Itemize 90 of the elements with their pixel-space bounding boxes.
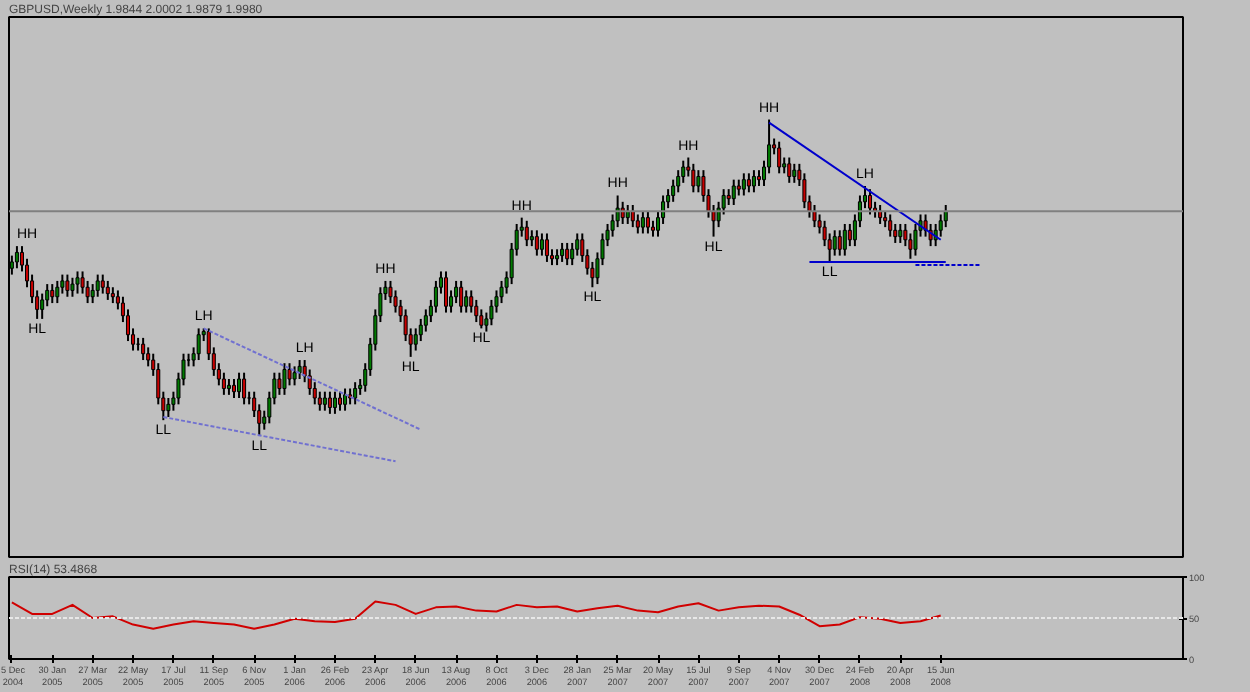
candlestick [388,279,393,305]
candlestick [459,279,464,314]
candlestick [413,327,418,352]
candlestick [287,362,292,387]
candlestick [90,283,95,305]
candlestick [40,292,45,320]
candlestick [898,222,903,244]
candlestick [539,232,544,257]
candlestick [575,232,580,257]
candlestick [777,140,782,175]
candlestick [95,273,100,298]
candlestick [691,162,696,194]
candlestick [792,162,797,184]
candlestick [105,279,110,301]
candlestick [55,279,60,305]
candlestick [645,210,650,235]
candlestick [640,210,645,235]
candlestick [837,229,842,257]
candlestick [534,229,539,257]
candlestick [237,371,242,400]
candlestick [832,229,837,257]
candlestick [474,298,479,324]
candlestick [393,289,398,314]
candlestick [307,368,312,396]
candlestick [277,371,282,396]
candlestick [418,317,423,343]
candlestick [14,245,19,270]
candlestick [50,283,55,305]
candlestick [499,279,504,305]
candlestick [60,273,65,295]
candlestick [75,270,80,295]
candlestick [676,169,681,194]
candlestick [332,390,337,415]
candlestick [741,172,746,197]
candlestick [166,397,171,418]
candlestick [570,241,575,267]
candlestick [751,169,756,194]
candlestick [80,270,85,295]
candlestick [544,232,549,263]
candlestick [479,308,484,330]
candlestick [454,279,459,305]
line-series [10,600,942,630]
candlestick [282,362,287,396]
candlestick [231,378,237,400]
candlestick [893,222,898,244]
candlestick [696,169,701,194]
candlestick [938,213,943,238]
candlestick [524,219,529,248]
candlestick [443,270,449,314]
candlestick [464,289,469,314]
candlestick [100,273,105,295]
candlestick [322,390,327,412]
candlestick [146,346,151,368]
candlestick [842,222,847,257]
candlestick [787,156,792,184]
candlestick [847,222,852,248]
candlestick [70,276,75,298]
candlestick [242,371,247,406]
candlestick [141,336,146,362]
candlestick [615,194,620,229]
candlestick [297,359,302,381]
candlestick [812,203,817,229]
candlestick [746,172,751,194]
candlestick [343,387,348,412]
candlestick [423,308,428,333]
candlestick [913,222,918,257]
candlestick [489,298,494,327]
candlestick [353,381,358,406]
candlestick [196,327,201,362]
candlestick [565,241,570,267]
candlestick [560,241,565,263]
candlestick [928,222,933,248]
candlestick [923,213,928,238]
candlestick [681,159,686,184]
candlestick [433,279,438,314]
candlestick [671,178,676,203]
candlestick [908,232,913,260]
candlestick [469,289,474,314]
candlestick [888,213,893,238]
candlestick [65,273,70,298]
candlestick [85,279,90,305]
candlestick [635,213,640,235]
candlestick [292,365,297,387]
candlestick [327,390,332,415]
candlestick [221,371,226,396]
candlestick [868,188,873,216]
candlestick [317,390,322,412]
candlestick [731,178,736,206]
candlestick [337,390,343,412]
candlestick [802,172,807,210]
